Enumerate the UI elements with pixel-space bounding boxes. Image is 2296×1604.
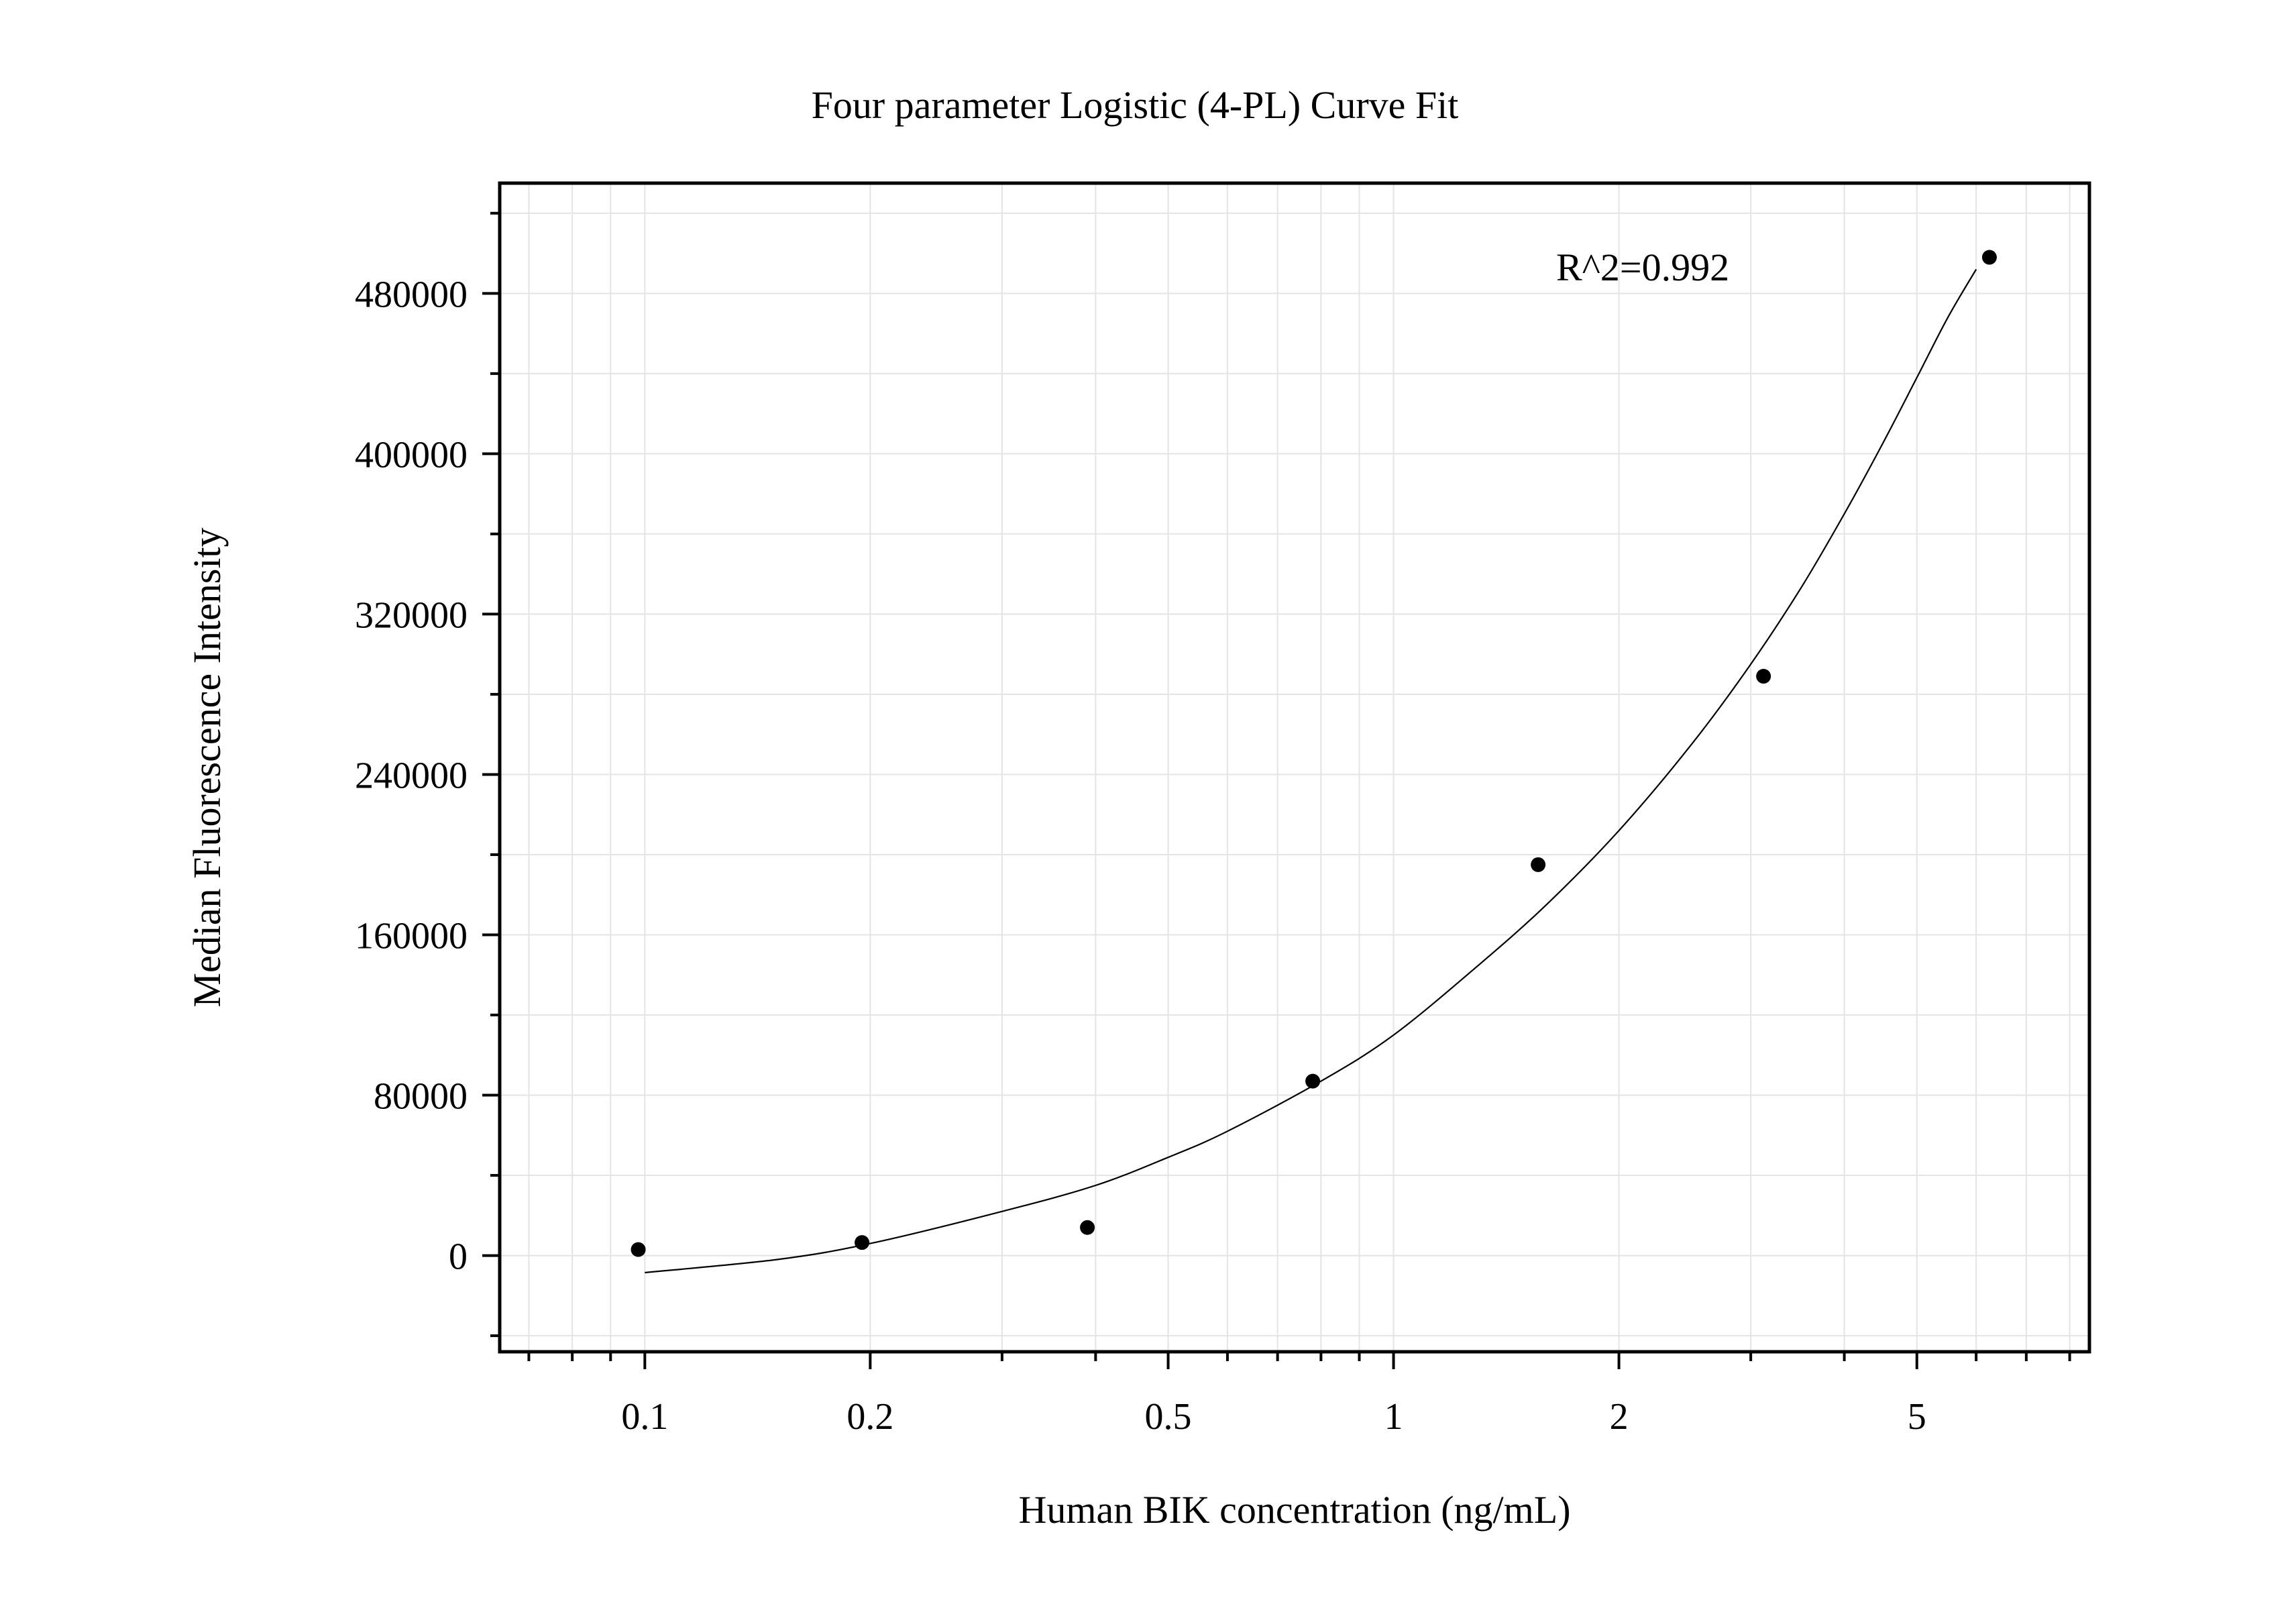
x-tick-labels: 0.1 0.2 0.5 1 2 5 <box>621 1396 1926 1438</box>
y-tick-label: 80000 <box>374 1076 468 1118</box>
y-tick-label: 480000 <box>355 274 468 315</box>
y-tick-label: 240000 <box>355 755 468 796</box>
data-point <box>631 1242 646 1257</box>
x-tick-label: 5 <box>1908 1396 1926 1438</box>
data-point <box>1981 250 1997 265</box>
y-tick-labels: 0 80000 160000 240000 320000 400000 480000 <box>355 274 468 1277</box>
x-tick-label: 0.5 <box>1145 1396 1192 1438</box>
r-squared-annotation: R^2=0.992 <box>1556 246 1729 289</box>
data-point <box>855 1235 870 1250</box>
data-point <box>1305 1073 1321 1089</box>
data-points <box>631 250 1997 1257</box>
grid-lines <box>500 183 2089 1352</box>
data-point <box>1756 669 1771 684</box>
x-tick-label: 2 <box>1610 1396 1629 1438</box>
data-point <box>1531 857 1546 872</box>
y-tick-label: 160000 <box>355 915 468 957</box>
y-tick-label: 320000 <box>355 594 468 636</box>
y-tick-label: 0 <box>449 1236 468 1278</box>
fit-curve <box>645 268 1977 1274</box>
chart-title: Four parameter Logistic (4-PL) Curve Fit <box>812 83 1459 127</box>
x-tick-label: 0.1 <box>621 1396 668 1438</box>
fit-curve-group <box>645 268 1977 1274</box>
data-point <box>1080 1220 1095 1235</box>
axis-ticks <box>482 211 2071 1369</box>
x-tick-label: 0.2 <box>846 1396 893 1438</box>
x-tick-label: 1 <box>1384 1396 1403 1438</box>
plot-frame <box>498 181 2091 1354</box>
y-tick-label: 400000 <box>355 434 468 476</box>
x-axis-title: Human BIK concentration (ng/mL) <box>1018 1488 1570 1532</box>
y-axis-title: Median Fluorescence Intensity <box>185 527 229 1007</box>
